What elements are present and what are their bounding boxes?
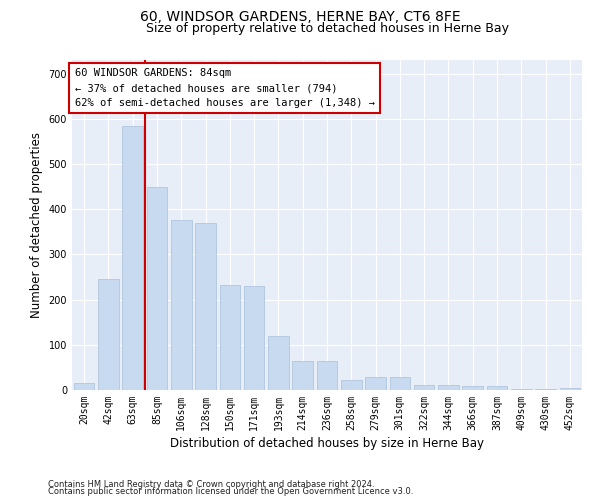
Bar: [389, 378, 410, 390]
Bar: [317, 360, 337, 390]
Text: 60 WINDSOR GARDENS: 84sqm
← 37% of detached houses are smaller (794)
62% of semi: 60 WINDSOR GARDENS: 84sqm ← 37% of detac…: [74, 68, 374, 108]
Bar: [244, 286, 265, 390]
X-axis label: Distribution of detached houses by size in Herne Bay: Distribution of detached houses by size …: [170, 437, 484, 450]
Bar: [220, 284, 240, 390]
Bar: [463, 386, 483, 390]
Title: Size of property relative to detached houses in Herne Bay: Size of property relative to detached ho…: [146, 22, 509, 35]
Bar: [292, 360, 313, 390]
Bar: [195, 222, 216, 390]
Bar: [414, 386, 434, 390]
Bar: [171, 220, 191, 390]
Bar: [74, 383, 94, 390]
Bar: [487, 386, 508, 390]
Bar: [535, 388, 556, 390]
Bar: [511, 388, 532, 390]
Bar: [98, 279, 119, 390]
Bar: [341, 380, 362, 390]
Bar: [365, 378, 386, 390]
Y-axis label: Number of detached properties: Number of detached properties: [30, 132, 43, 318]
Bar: [438, 386, 459, 390]
Bar: [146, 186, 167, 390]
Bar: [560, 388, 580, 390]
Bar: [122, 126, 143, 390]
Text: 60, WINDSOR GARDENS, HERNE BAY, CT6 8FE: 60, WINDSOR GARDENS, HERNE BAY, CT6 8FE: [140, 10, 460, 24]
Text: Contains public sector information licensed under the Open Government Licence v3: Contains public sector information licen…: [48, 487, 413, 496]
Text: Contains HM Land Registry data © Crown copyright and database right 2024.: Contains HM Land Registry data © Crown c…: [48, 480, 374, 489]
Bar: [268, 336, 289, 390]
